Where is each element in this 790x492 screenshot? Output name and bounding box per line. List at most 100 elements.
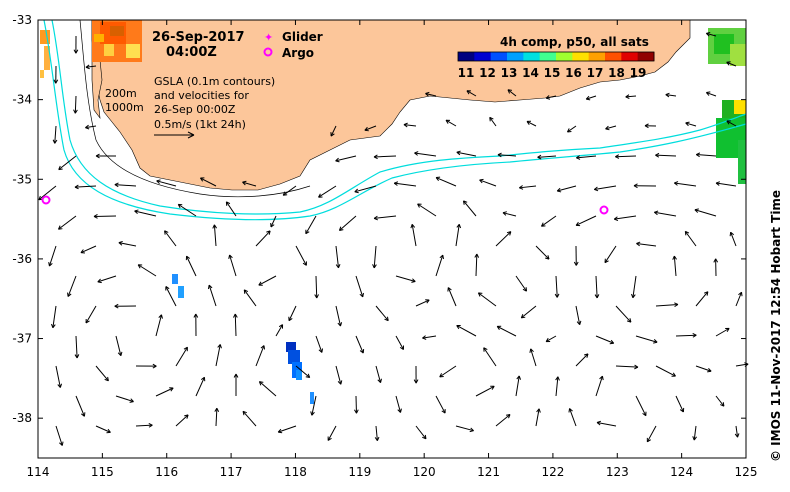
velocity-arrow <box>478 292 497 307</box>
velocity-arrow <box>85 125 97 129</box>
velocity-arrow-head <box>507 89 512 94</box>
velocity-arrow-head <box>374 436 380 441</box>
velocity-arrow-head <box>594 294 600 299</box>
velocity-arrow <box>674 182 697 187</box>
velocity-arrow <box>675 334 697 337</box>
velocity-arrow-head <box>327 436 332 441</box>
velocity-arrow-head <box>193 313 199 318</box>
velocity-arrow <box>295 245 307 266</box>
velocity-arrow <box>706 92 717 97</box>
velocity-arrow <box>395 395 402 413</box>
velocity-arrow-head <box>93 214 98 219</box>
velocity-arrow <box>439 365 457 378</box>
velocity-arrow-head <box>674 302 679 308</box>
velocity-arrow-head <box>228 254 233 259</box>
velocity-arrow <box>665 94 677 97</box>
velocity-arrow-head <box>596 420 601 426</box>
velocity-arrow <box>456 325 477 337</box>
australia-landmass <box>91 19 691 191</box>
velocity-arrow-head <box>413 379 419 384</box>
velocity-arrow-head <box>411 278 416 283</box>
velocity-arrow <box>374 215 397 219</box>
velocity-arrow-head <box>59 441 64 446</box>
velocity-arrow <box>395 335 404 350</box>
velocity-arrow-head <box>609 339 615 345</box>
velocity-arrow-head <box>148 422 153 428</box>
velocity-arrow-head <box>52 139 58 144</box>
velocity-arrow-head <box>314 294 319 299</box>
velocity-arrow <box>186 255 197 277</box>
velocity-arrow <box>673 256 677 277</box>
velocity-arrow <box>537 155 557 158</box>
velocity-arrow-head <box>734 433 740 438</box>
velocity-arrow-head <box>425 299 430 304</box>
velocity-arrow-head <box>410 224 416 229</box>
colorbar-tick-label: 11 <box>458 66 475 80</box>
velocity-arrow-head <box>497 152 502 158</box>
velocity-arrow-head <box>613 216 619 222</box>
velocity-arrow-head <box>214 407 220 412</box>
velocity-arrow-head <box>634 364 639 370</box>
colorbar-tick-label: 17 <box>587 66 604 80</box>
sst-patch-northwest <box>40 20 142 78</box>
velocity-arrow <box>507 89 517 97</box>
velocity-arrow <box>575 305 581 325</box>
velocity-arrow-head <box>81 412 86 417</box>
velocity-arrow <box>58 155 77 171</box>
y-tick-label: -37 <box>12 332 32 346</box>
velocity-arrow-head <box>526 120 532 126</box>
velocity-arrow <box>636 243 657 247</box>
isobath-contours <box>43 19 747 221</box>
velocity-arrow <box>422 335 437 339</box>
velocity-arrow <box>242 181 257 187</box>
velocity-arrow <box>655 154 677 157</box>
velocity-arrow <box>475 253 478 277</box>
velocity-arrow <box>327 425 337 441</box>
velocity-arrow <box>315 275 318 299</box>
velocity-arrow-head <box>364 126 369 132</box>
velocity-arrow-head <box>288 316 293 322</box>
velocity-arrow-head <box>729 231 735 237</box>
velocity-arrow-head <box>74 354 80 359</box>
velocity-arrow-head <box>456 223 462 229</box>
velocity-arrow-head <box>505 414 511 419</box>
velocity-arrow <box>155 314 162 337</box>
velocity-arrow-head <box>665 92 670 98</box>
velocity-arrow-head <box>479 178 484 184</box>
velocity-arrow-head <box>541 222 546 227</box>
velocity-arrow-head <box>519 185 524 190</box>
sst-patch-glider <box>172 274 314 404</box>
map-frame <box>37 19 747 459</box>
colorbar <box>457 51 655 62</box>
velocity-arrow-head <box>377 378 382 384</box>
velocity-arrow-head <box>425 91 430 97</box>
note-line-2: and velocities for <box>154 89 249 102</box>
colorbar-tick-label: 19 <box>630 66 647 80</box>
velocity-arrow-head <box>359 349 365 354</box>
velocity-arrow <box>596 422 617 427</box>
y-tick-label: -36 <box>12 252 32 266</box>
velocity-arrow-head <box>439 373 444 378</box>
velocity-arrow-head <box>725 327 730 333</box>
velocity-arrow-head <box>522 287 528 292</box>
x-tick-label: 122 <box>541 465 564 479</box>
velocity-arrow <box>255 230 271 247</box>
velocity-arrow <box>208 284 217 307</box>
colorbar-tick-label: 14 <box>522 66 539 80</box>
velocity-arrow-head <box>114 303 119 309</box>
velocity-arrow-head <box>335 157 340 163</box>
velocity-arrow <box>354 185 377 193</box>
velocity-arrow-head <box>384 316 389 322</box>
velocity-arrow-head <box>330 132 335 137</box>
velocity-arrow-head <box>225 201 231 206</box>
velocity-arrow <box>58 215 77 230</box>
velocity-arrow-head <box>435 176 441 181</box>
velocity-arrow-head <box>685 121 690 127</box>
velocity-arrow <box>355 335 364 354</box>
velocity-arrow-head <box>566 128 572 133</box>
velocity-arrow-head <box>134 209 139 215</box>
colorbar-segment <box>490 52 508 61</box>
velocity-arrow <box>55 365 61 388</box>
velocity-arrow <box>567 125 577 133</box>
